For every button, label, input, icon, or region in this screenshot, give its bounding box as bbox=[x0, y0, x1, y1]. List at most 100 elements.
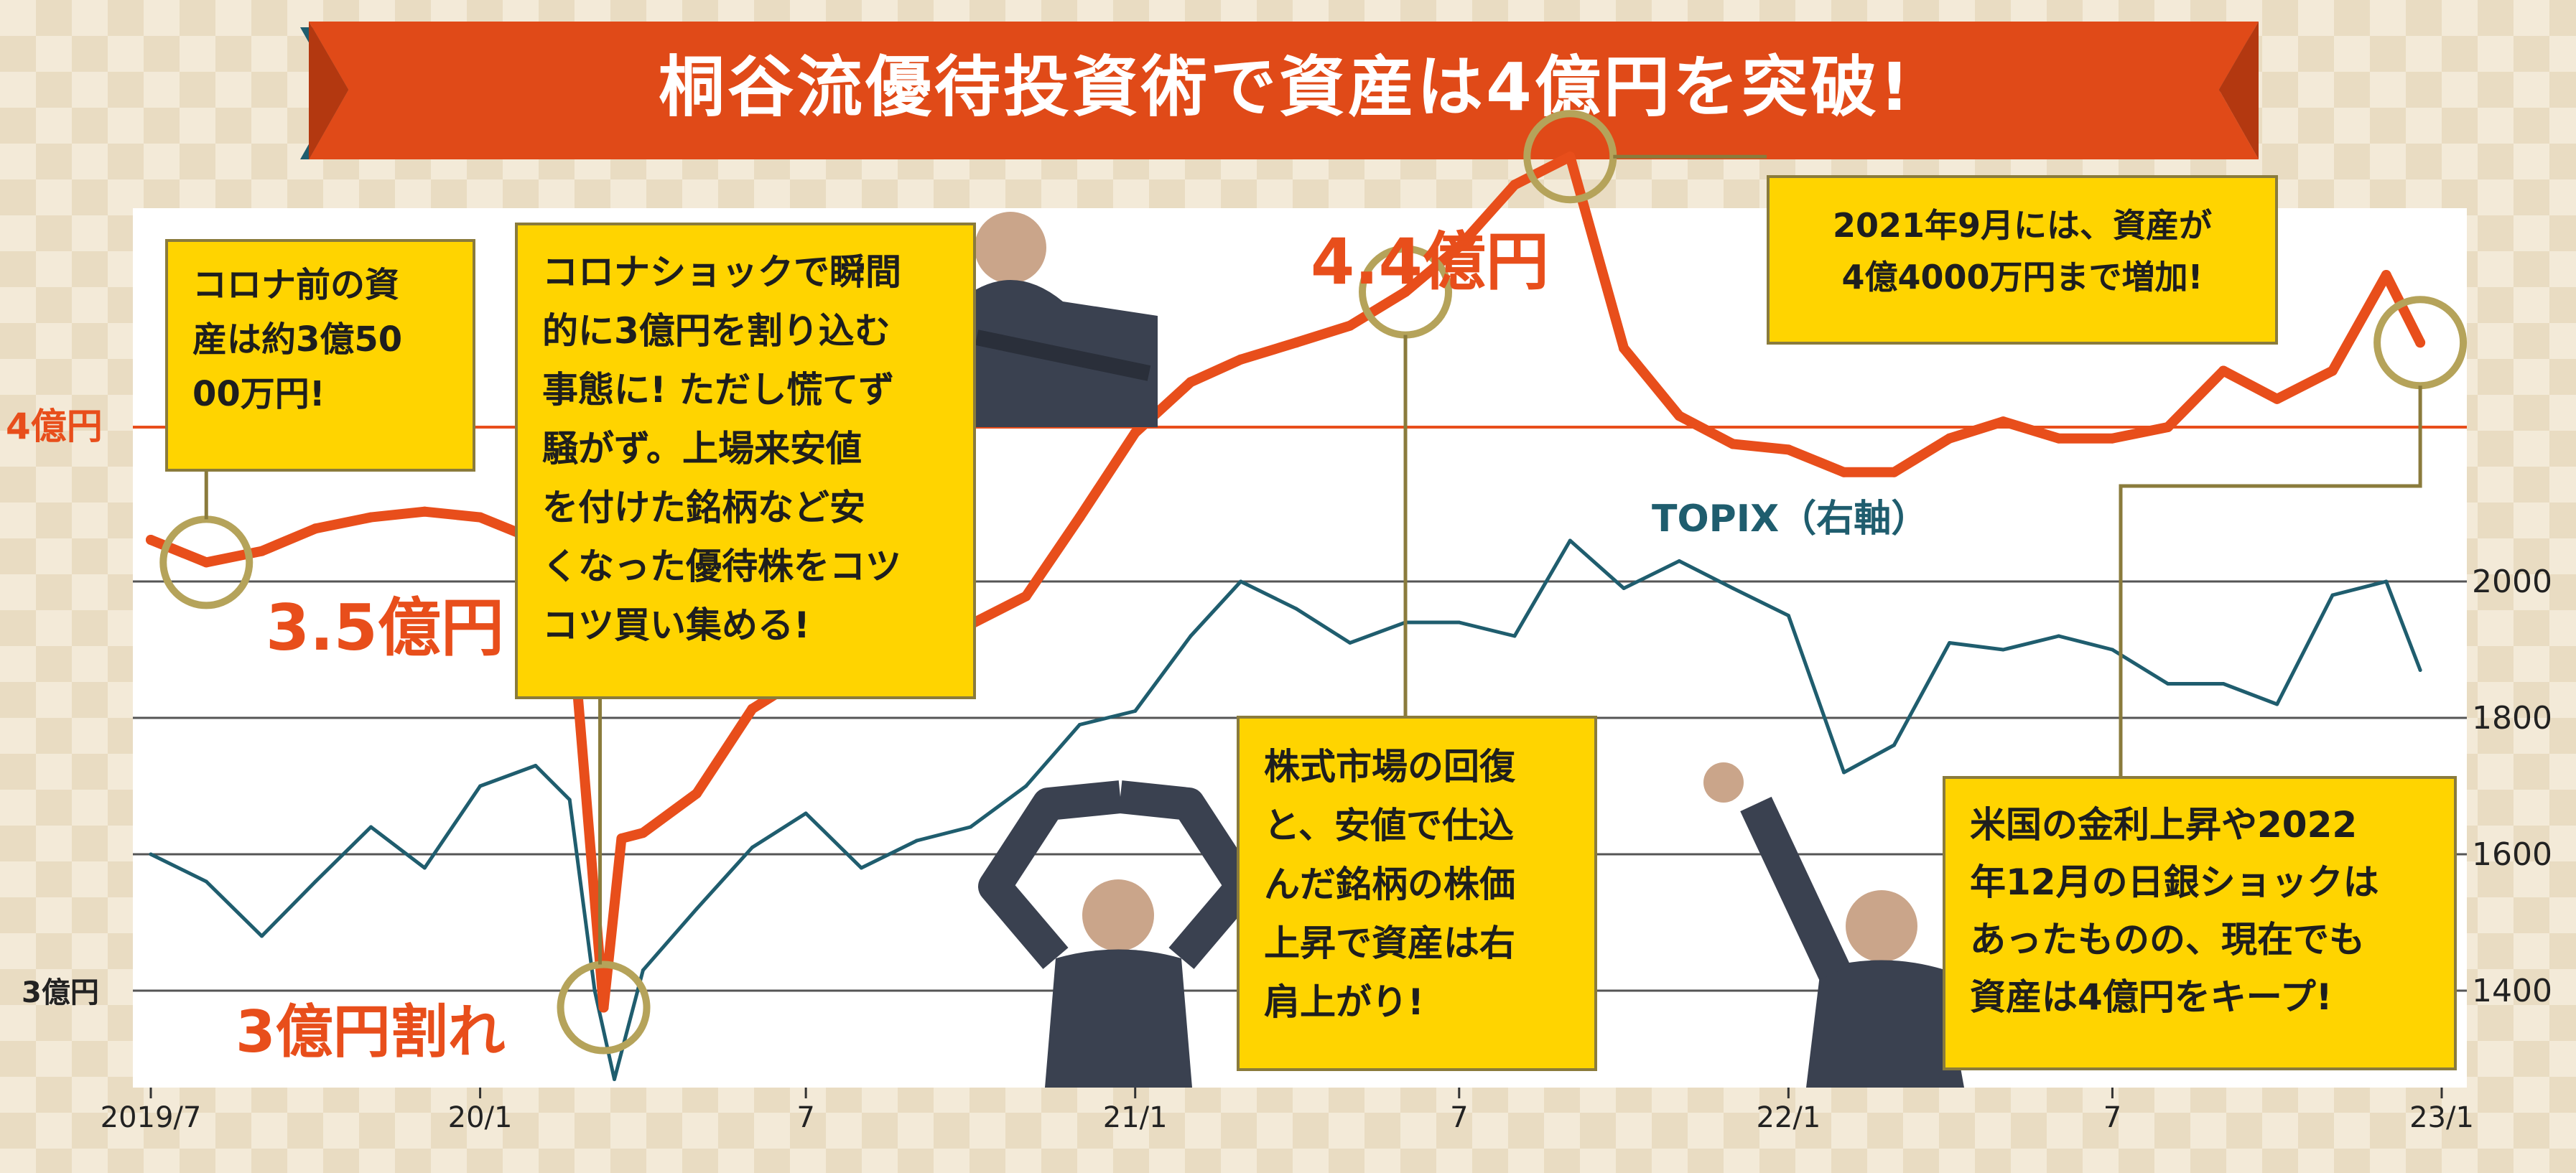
topix-line-point bbox=[1239, 579, 1243, 584]
callout-line: 株式市場の回復 bbox=[1264, 746, 1515, 788]
asset-line-point bbox=[1565, 151, 1576, 162]
callout-leader-lines bbox=[204, 154, 2422, 965]
topix-line-point bbox=[2001, 648, 2005, 652]
callout-2021-peak: 2021年9月には、資産が 4億4000万円まで増加! bbox=[1767, 175, 2278, 345]
x-tick-label: 7 bbox=[1450, 1101, 1468, 1134]
topix-line-point bbox=[313, 879, 317, 884]
x-tick-label: 2019/7 bbox=[101, 1101, 202, 1134]
right-tick-label: 2000 bbox=[2472, 564, 2552, 600]
topix-line-point bbox=[1677, 559, 1681, 563]
topix-line-point bbox=[1348, 641, 1352, 645]
topix-line-point bbox=[915, 838, 919, 843]
asset-line-point bbox=[1838, 467, 1849, 477]
topix-line-point bbox=[2384, 579, 2389, 584]
callout-line: 資産は4億円をキープ! bbox=[1970, 976, 2333, 1018]
asset-line-point bbox=[1074, 512, 1085, 523]
asset-line-point bbox=[201, 557, 212, 568]
callout-line: と、安値で仕込 bbox=[1264, 805, 1514, 846]
callout-line: 肩上がり! bbox=[1264, 981, 1424, 1023]
asset-line-point bbox=[1998, 416, 2009, 427]
axis-labels: 2019/7 20/1 7 21/1 7 22/1 7 23/1 1400 1600 1800 200… bbox=[6, 406, 2552, 1134]
title-banner bbox=[300, 22, 2259, 159]
asset-line-point bbox=[1020, 591, 1031, 602]
asset-line-point bbox=[1619, 343, 1629, 354]
topix-line-point bbox=[1133, 709, 1138, 713]
topix-line-point bbox=[859, 866, 863, 870]
topix-line-point bbox=[422, 866, 427, 870]
asset-line-point bbox=[2162, 422, 2173, 432]
topix-line-point bbox=[750, 846, 754, 849]
topix-line-point bbox=[260, 934, 264, 938]
annotation-below-3oku: 3億円割れ bbox=[236, 999, 506, 1065]
topix-line-point bbox=[2275, 702, 2279, 706]
topix-line-point bbox=[1294, 607, 1298, 611]
topix-line-point bbox=[1842, 770, 1846, 775]
asset-line-point bbox=[256, 546, 267, 556]
topix-line-point bbox=[1457, 620, 1461, 625]
person-photo-2 bbox=[978, 780, 1259, 1088]
right-tick-label: 1600 bbox=[2472, 836, 2552, 873]
topix-line-point bbox=[149, 852, 153, 856]
asset-line-point bbox=[1235, 354, 1246, 365]
asset-line-point bbox=[1400, 286, 1411, 297]
topix-label: TOPIX（右軸） bbox=[1652, 497, 1928, 541]
asset-line-point bbox=[638, 828, 648, 838]
callout-line: 00万円! bbox=[192, 374, 325, 414]
asset-line-point bbox=[1510, 179, 1520, 190]
asset-line-point bbox=[1944, 433, 1955, 444]
asset-line-point bbox=[692, 788, 702, 799]
left-tick-label: 4億円 bbox=[6, 406, 103, 447]
topix-line-point bbox=[1189, 634, 1193, 638]
x-tick-label: 7 bbox=[796, 1101, 814, 1134]
asset-line-point bbox=[1185, 377, 1196, 388]
banner-inner-left bbox=[309, 22, 348, 159]
asset-line-point bbox=[2327, 365, 2338, 376]
topix-line-point bbox=[1948, 641, 1952, 645]
asset-line-point bbox=[2107, 433, 2118, 444]
asset-line-point bbox=[310, 523, 321, 534]
topix-line-point bbox=[1892, 743, 1896, 747]
banner-shape bbox=[309, 22, 2259, 159]
topix-line-point bbox=[567, 798, 572, 802]
annotation-4-4oku-text: 4.4億円 bbox=[1311, 225, 1549, 299]
topix-line-point bbox=[2330, 593, 2335, 597]
asset-line-point bbox=[1291, 337, 1301, 348]
ring-corona-low bbox=[557, 961, 651, 1055]
x-tick-label: 7 bbox=[2103, 1101, 2121, 1134]
x-tick-label: 20/1 bbox=[448, 1101, 513, 1134]
callout-line: コロナショックで瞬間 bbox=[542, 251, 901, 293]
topix-line-point bbox=[2057, 634, 2061, 638]
callout-line: コロナ前の資 bbox=[192, 265, 400, 305]
asset-line-point bbox=[366, 512, 376, 523]
asset-line-point bbox=[2381, 270, 2391, 281]
topix-line-point bbox=[1077, 723, 1082, 726]
asset-line-point bbox=[1783, 444, 1794, 455]
asset-line-point bbox=[598, 1002, 609, 1013]
asset-line-point bbox=[616, 833, 627, 844]
callout-line: 事態に! ただし慌てず bbox=[542, 369, 895, 411]
asset-line-point bbox=[475, 512, 485, 523]
person-photo-1 bbox=[959, 212, 1158, 427]
callout-line: 産は約3億50 bbox=[192, 319, 403, 360]
callout-market-recovery: 株式市場の回復 と、安値で仕込 んだ銘柄の株価 上昇で資産は右 肩上がり! bbox=[1237, 716, 1597, 1071]
topix-line-point bbox=[2221, 682, 2226, 686]
callout-line: 的に3億円を割り込む bbox=[542, 310, 891, 352]
annotation-4-4oku: 4.4億円 bbox=[1311, 225, 1549, 299]
x-tick-label: 21/1 bbox=[1103, 1101, 1168, 1134]
callout-line: くなった優待株をコツ bbox=[542, 546, 901, 587]
topix-line-point bbox=[1622, 586, 1626, 590]
topix-line-point bbox=[204, 879, 208, 884]
callout-line: コツ買い集める! bbox=[542, 604, 810, 646]
topix-line-point bbox=[1024, 784, 1028, 788]
topix-line-point bbox=[1568, 538, 1572, 543]
banner-inner-right bbox=[2219, 22, 2259, 159]
topix-line-point bbox=[804, 811, 808, 816]
asset-line-point bbox=[2053, 433, 2064, 444]
leader-current bbox=[2119, 385, 2422, 776]
right-tick-label: 1800 bbox=[2472, 700, 2552, 737]
callout-current: 米国の金利上昇や2022 年12月の日銀ショックは あったものの、現在でも 資産… bbox=[1943, 776, 2457, 1070]
callout-line: 騒がず。上場来安値 bbox=[542, 428, 862, 469]
callout-line: 米国の金利上昇や2022 bbox=[1970, 804, 2358, 846]
annotation-below-3oku-text: 3億円割れ bbox=[236, 999, 506, 1065]
left-tick-label: 3億円 bbox=[22, 976, 99, 1009]
